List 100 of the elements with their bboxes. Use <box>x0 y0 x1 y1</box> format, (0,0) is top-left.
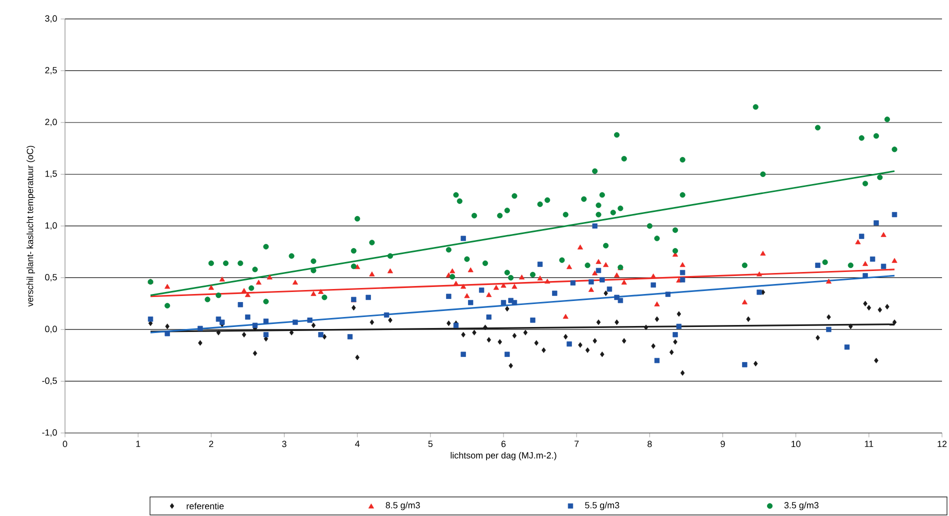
point <box>263 318 269 324</box>
point <box>311 322 316 328</box>
point <box>676 311 682 317</box>
point <box>859 234 864 239</box>
point <box>523 330 528 336</box>
point <box>863 300 868 306</box>
point <box>512 300 518 306</box>
point <box>862 261 868 266</box>
point <box>542 347 546 353</box>
x-tick-label: 8 <box>648 440 652 448</box>
point <box>219 276 225 282</box>
point <box>756 290 762 295</box>
point <box>508 362 513 368</box>
point <box>680 370 685 376</box>
x-tick-label: 7 <box>574 440 579 447</box>
point <box>588 286 594 292</box>
point <box>292 280 298 285</box>
point <box>245 314 250 320</box>
point <box>892 258 898 263</box>
point <box>562 314 568 319</box>
point <box>460 236 466 241</box>
point <box>446 294 452 299</box>
point <box>878 307 882 313</box>
point <box>512 284 518 289</box>
point <box>322 334 327 340</box>
point <box>387 268 394 274</box>
point <box>518 274 525 280</box>
point <box>450 268 456 274</box>
point <box>650 282 656 288</box>
point <box>500 300 506 306</box>
x-tick-label: 1 <box>136 440 140 447</box>
point <box>651 343 656 349</box>
point <box>892 212 898 218</box>
point <box>512 332 517 338</box>
point <box>826 314 831 320</box>
point <box>478 288 484 293</box>
point <box>874 220 879 226</box>
point <box>665 292 671 297</box>
point <box>370 319 374 326</box>
point <box>537 262 543 267</box>
point <box>600 352 604 358</box>
legend-label: referentie <box>186 502 224 510</box>
x-tick-label: 10 <box>792 440 800 448</box>
point <box>266 274 272 280</box>
point <box>318 289 324 294</box>
point <box>826 326 832 332</box>
point <box>592 223 598 229</box>
point <box>644 324 648 330</box>
point <box>252 350 258 356</box>
point <box>238 302 243 308</box>
x-tick-label: 5 <box>428 440 433 448</box>
point <box>756 271 762 276</box>
point <box>614 272 620 278</box>
point <box>347 334 353 340</box>
point <box>472 330 476 336</box>
point <box>263 332 269 338</box>
point <box>588 279 594 284</box>
point <box>198 326 203 332</box>
point <box>165 324 170 330</box>
point <box>552 290 558 296</box>
x-tick-label: 12 <box>938 440 947 448</box>
point <box>388 317 392 323</box>
point <box>307 318 312 323</box>
point <box>672 332 678 338</box>
y-axis-title: verschil plant- kaslucht temperatuur (oC) <box>26 146 35 307</box>
point <box>530 318 536 323</box>
point <box>256 280 262 285</box>
point <box>585 347 590 353</box>
point <box>241 288 247 293</box>
point <box>673 339 678 345</box>
point <box>621 280 627 285</box>
point <box>669 349 674 356</box>
point <box>680 277 686 282</box>
point <box>483 324 488 330</box>
y-tick-label: 0,0 <box>45 326 57 334</box>
point <box>504 352 510 357</box>
x-tick-label: 3 <box>282 440 286 448</box>
point <box>654 316 660 322</box>
point <box>486 337 492 343</box>
point <box>618 298 624 304</box>
point <box>534 340 539 346</box>
point <box>592 270 598 276</box>
y-tick-label: 0,5 <box>45 274 57 282</box>
point <box>654 358 660 364</box>
point <box>866 304 872 311</box>
point <box>493 284 499 290</box>
x-tick-label: 6 <box>501 440 506 448</box>
point <box>369 271 375 276</box>
point <box>453 322 459 328</box>
y-tick-label: 1,0 <box>45 222 57 230</box>
point <box>742 362 748 368</box>
point <box>654 301 660 306</box>
point <box>468 267 474 272</box>
y-tick-label: 1,5 <box>45 170 57 178</box>
y-tick-label: 3,0 <box>45 15 57 23</box>
point <box>815 262 820 268</box>
x-tick-label: 4 <box>355 440 360 447</box>
point <box>537 276 543 280</box>
point <box>486 314 492 320</box>
y-tick-label: 2,0 <box>45 118 57 126</box>
